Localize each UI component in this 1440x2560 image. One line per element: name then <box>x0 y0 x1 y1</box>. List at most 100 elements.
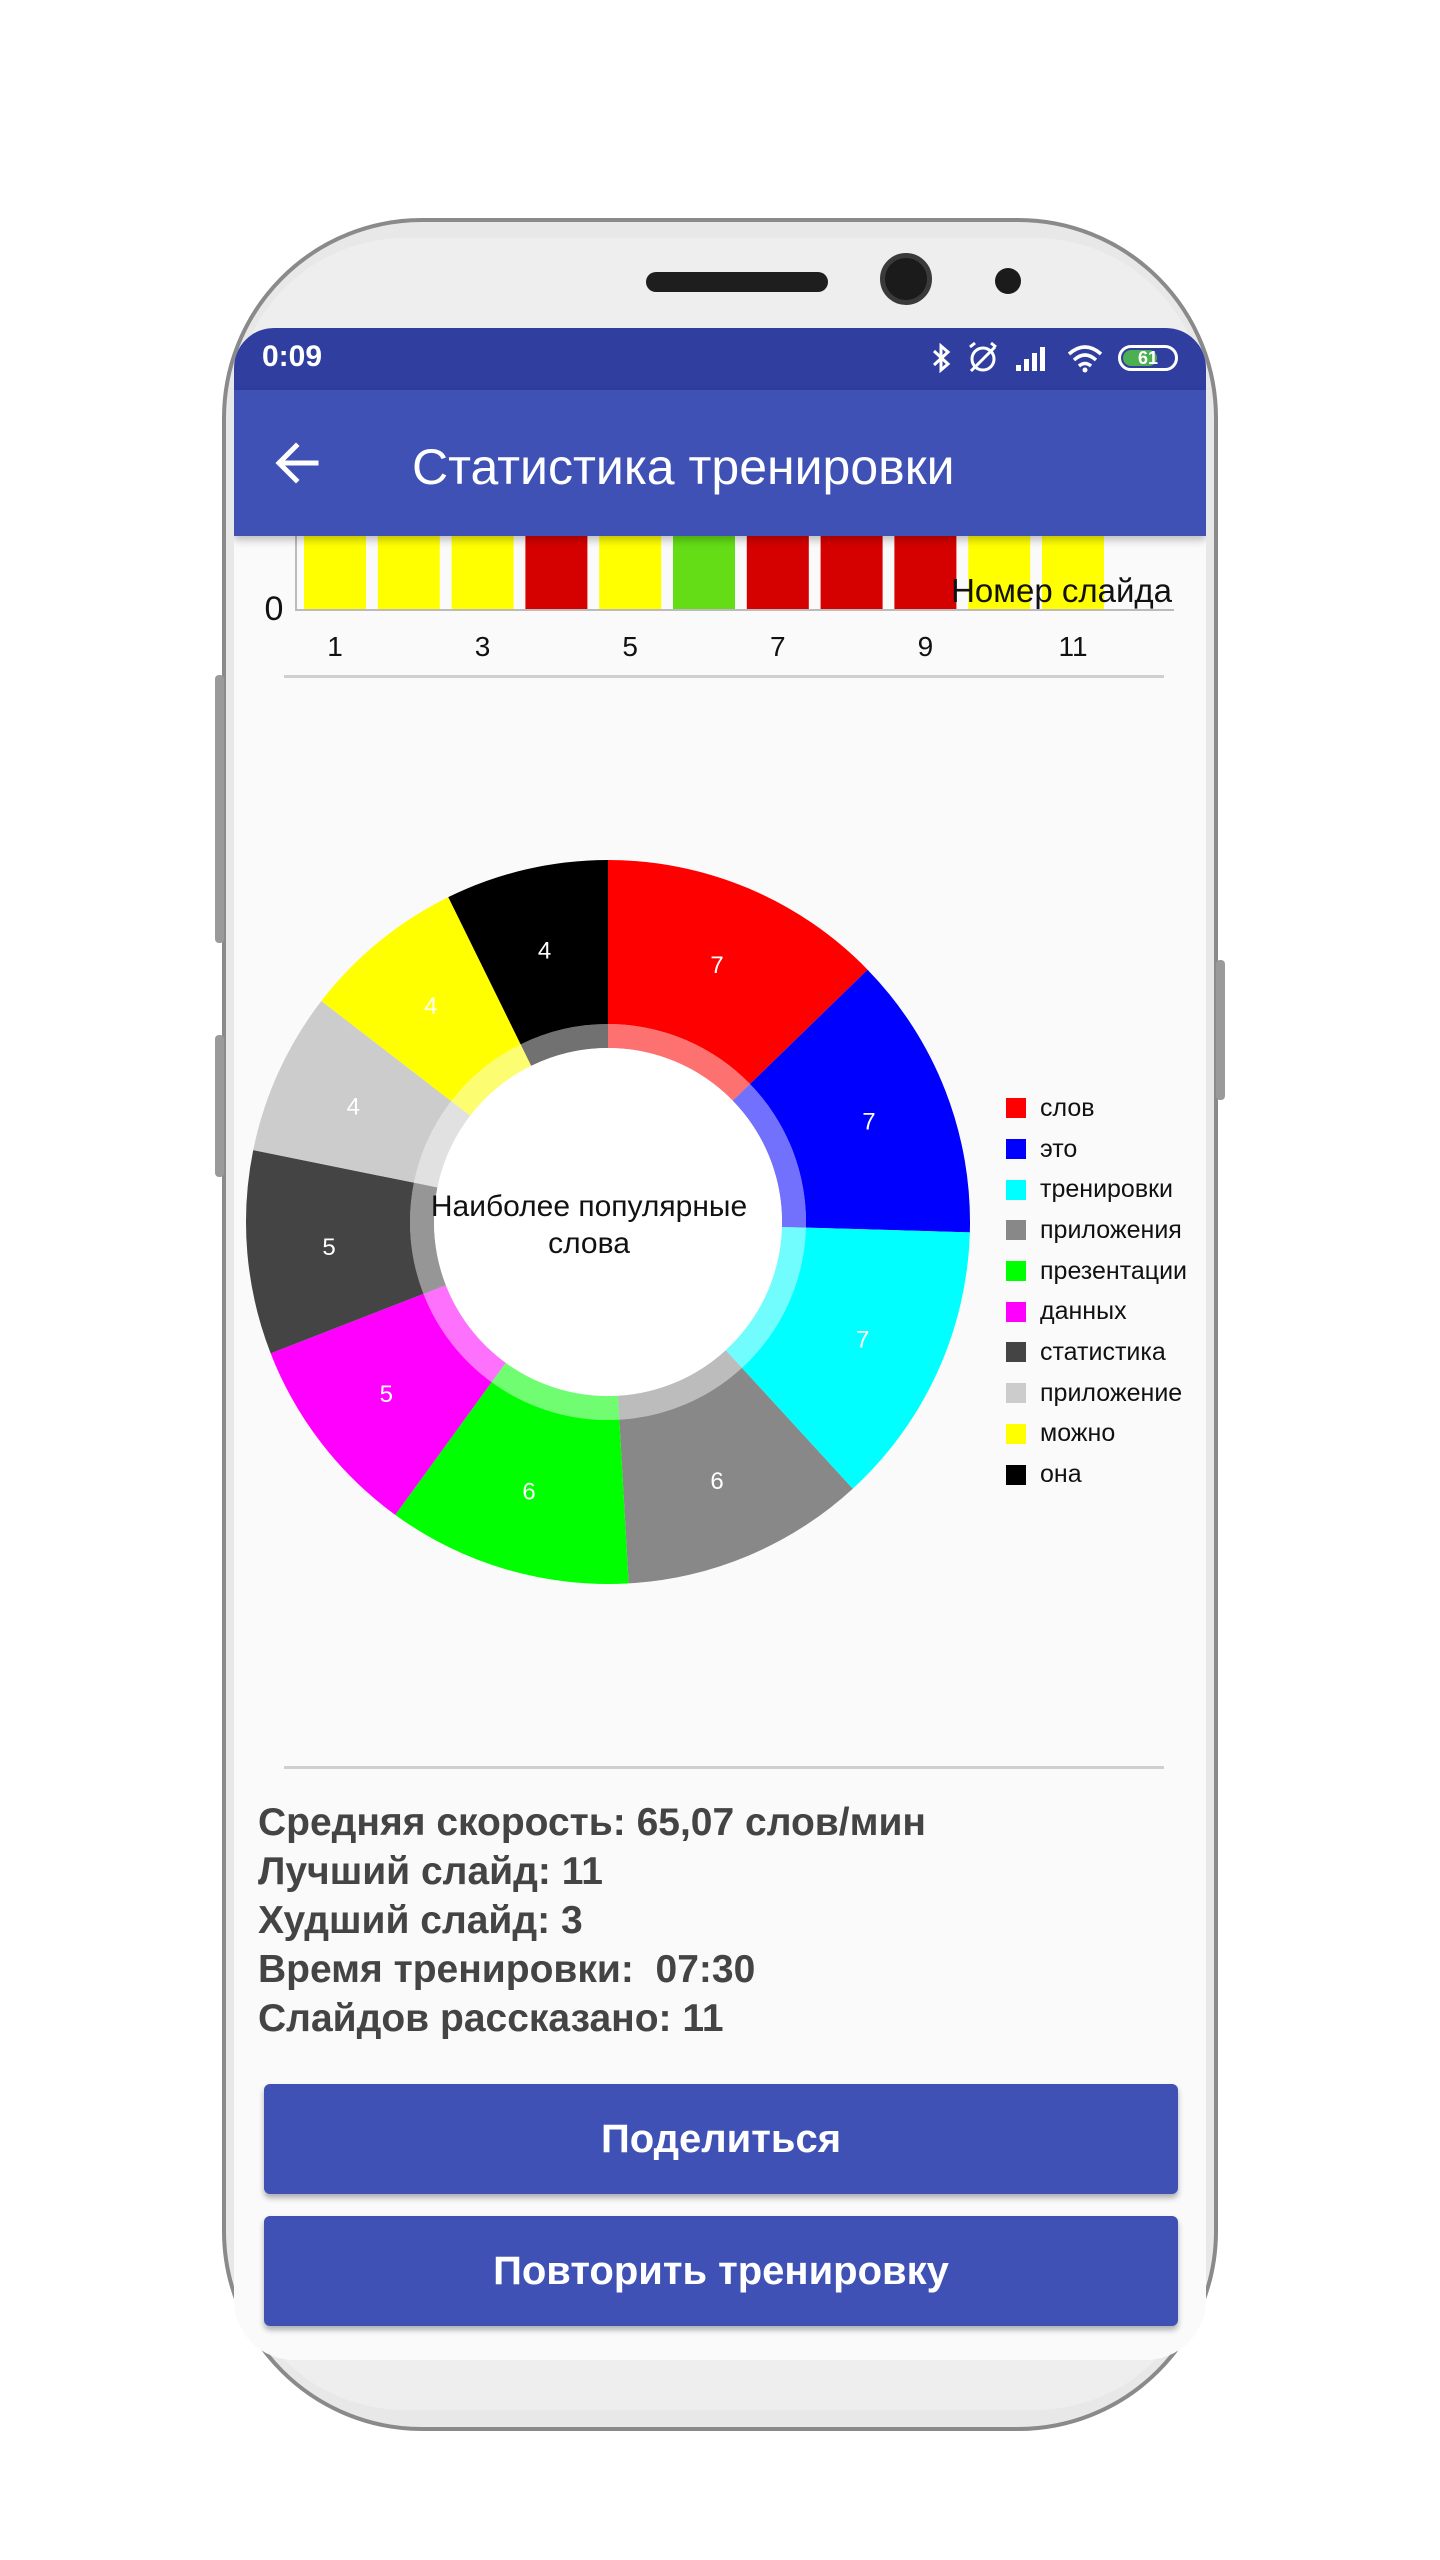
donut-hole <box>434 1048 782 1396</box>
legend-label: можно <box>1040 1419 1116 1448</box>
battery-level: 61 <box>1137 347 1159 368</box>
legend-item: приложение <box>1006 1373 1187 1414</box>
bar-slide-11 <box>1042 536 1104 609</box>
status-icons: 61 <box>930 338 1178 378</box>
bar-slide-7 <box>746 536 809 609</box>
pie-ring-segment-10 <box>520 1024 608 1066</box>
inner-ring <box>410 1024 806 1420</box>
legend-swatch <box>1006 1139 1026 1160</box>
legend-item: тренировки <box>1006 1169 1187 1210</box>
donut-center-text: Наиболее популярные слова <box>419 1188 759 1262</box>
bluetooth-icon <box>932 342 951 374</box>
legend-swatch <box>1006 1464 1026 1485</box>
bar-slide-3 <box>451 536 514 609</box>
legend-label: статистика <box>1040 1337 1166 1366</box>
slice-value-label: 5 <box>380 1381 393 1408</box>
slice-value-label: 4 <box>538 937 551 964</box>
pie-ring-segment-1 <box>608 1024 750 1101</box>
bar-slide-6 <box>673 536 735 609</box>
app-bar: Статистика тренировки <box>234 390 1206 536</box>
bar-slide-4 <box>525 536 588 609</box>
legend-swatch <box>1006 1383 1026 1404</box>
pie-slice-3 <box>741 1227 970 1489</box>
earpiece-speaker <box>646 272 828 292</box>
power-button-left <box>215 1035 224 1177</box>
status-time: 0:09 <box>262 340 323 373</box>
battery-fill <box>1123 350 1157 366</box>
training-stats: Средняя скорость: 65,07 слов/мин Лучший … <box>258 1798 1188 2043</box>
slice-value-label: 7 <box>710 952 723 979</box>
stat-worst-slide: Худший слайд: 3 <box>258 1899 583 1942</box>
status-bar: 0:09 61 <box>234 328 1206 390</box>
page-title: Статистика тренировки <box>412 439 955 495</box>
bar-slide-9 <box>894 536 957 609</box>
legend-item: это <box>1006 1129 1187 1170</box>
slice-value-label: 4 <box>347 1094 360 1121</box>
legend-item: статистика <box>1006 1332 1187 1373</box>
bar-group <box>304 536 1104 609</box>
pie-slice-5 <box>395 1382 629 1584</box>
divider-bottom <box>284 1766 1164 1769</box>
slice-value-label: 6 <box>522 1479 535 1506</box>
pie-slice-1 <box>608 860 868 1085</box>
pie-slice-4 <box>619 1367 853 1584</box>
back-arrow-icon[interactable] <box>274 440 320 486</box>
slice-value-label: 5 <box>322 1234 335 1261</box>
pie-slice-8 <box>253 1000 452 1183</box>
x-axis-label: Номер слайда <box>951 572 1173 609</box>
pie-ring-segment-7 <box>410 1182 446 1294</box>
stat-best-slide: Лучший слайд: 11 <box>258 1850 603 1893</box>
pie-slice-10 <box>448 860 608 1045</box>
slide-speed-bar-chart: 0 1 3 5 7 9 11 Номер слайда <box>265 536 1174 662</box>
repeat-training-button[interactable]: Повторить тренировку <box>264 2216 1178 2326</box>
legend-swatch <box>1006 1342 1026 1363</box>
slice-value-labels: 7 7 7 6 6 5 5 4 4 4 <box>322 937 875 1505</box>
x-tick-label: 11 <box>1058 631 1087 662</box>
pie-slices <box>246 860 970 1584</box>
legend-swatch <box>1006 1301 1026 1322</box>
bar-slide-5 <box>599 536 662 609</box>
legend-item: презентации <box>1006 1251 1187 1292</box>
legend-swatch <box>1006 1220 1026 1241</box>
pie-ring-segment-5 <box>491 1362 620 1420</box>
legend-swatch <box>1006 1423 1026 1444</box>
slice-value-label: 7 <box>862 1108 875 1135</box>
legend-item: можно <box>1006 1414 1187 1455</box>
pie-ring-segment-6 <box>423 1285 506 1383</box>
popular-words-donut-chart: 7 7 7 6 6 5 5 4 4 4 <box>246 860 970 1584</box>
share-button[interactable]: Поделиться <box>264 2084 1178 2194</box>
legend-label: тренировки <box>1040 1175 1174 1204</box>
legend-swatch <box>1006 1179 1026 1200</box>
wifi-icon <box>1067 345 1103 373</box>
x-tick-label: 3 <box>475 631 491 662</box>
legend-item: слов <box>1006 1088 1187 1129</box>
legend-label: приложения <box>1040 1215 1182 1244</box>
center-text-line-1: Наиболее популярные <box>430 1190 748 1223</box>
center-text-line-2: слова <box>548 1227 630 1260</box>
legend-item: приложения <box>1006 1210 1187 1251</box>
app-screen: 0:09 61 <box>234 328 1206 2360</box>
stat-slides-told: Слайдов рассказано: 11 <box>258 1997 724 2040</box>
pie-ring-segment-4 <box>617 1350 742 1420</box>
x-tick-label: 5 <box>622 631 638 662</box>
power-button-right <box>1216 960 1225 1100</box>
bar-slide-2 <box>377 536 440 609</box>
x-tick-label: 9 <box>918 631 934 662</box>
pie-slice-7 <box>246 1150 424 1354</box>
bar-slide-1 <box>304 536 366 609</box>
pie-slice-2 <box>749 969 970 1233</box>
legend-label: это <box>1040 1134 1078 1163</box>
legend-item: она <box>1006 1454 1187 1495</box>
slice-value-label: 4 <box>424 993 437 1020</box>
divider-top <box>284 675 1164 678</box>
stat-training-time: Время тренировки: 07:30 <box>258 1948 756 1991</box>
slice-value-label: 7 <box>856 1326 869 1353</box>
legend-label: она <box>1040 1460 1082 1489</box>
bar-slide-8 <box>820 536 883 609</box>
x-axis-ticks: 1 3 5 7 9 11 <box>327 631 1087 662</box>
legend-swatch <box>1006 1098 1026 1119</box>
alarm-off-icon <box>969 341 997 373</box>
legend-swatch <box>1006 1261 1026 1282</box>
pie-slice-9 <box>321 897 521 1102</box>
x-tick-label: 1 <box>327 631 343 662</box>
